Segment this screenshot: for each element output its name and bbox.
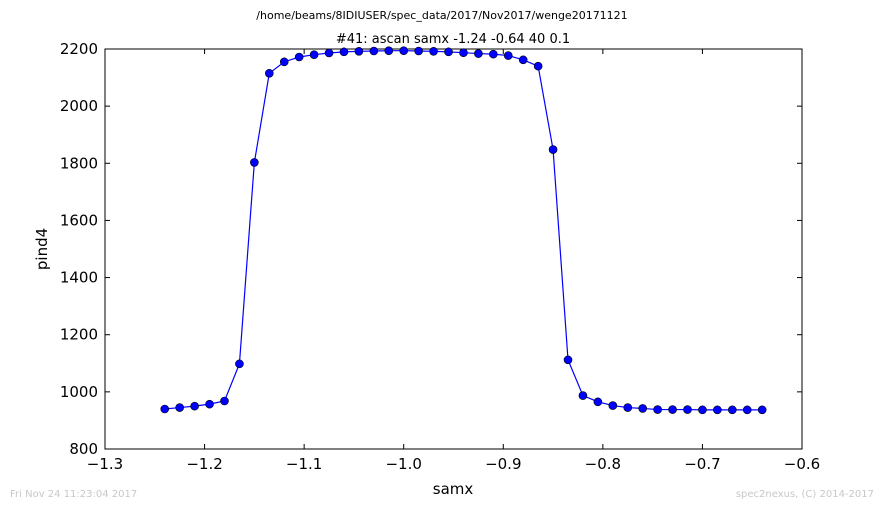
data-point <box>294 52 304 62</box>
data-point <box>190 401 199 411</box>
data-point <box>727 405 737 415</box>
y-tick-label: 1000 <box>60 383 98 401</box>
data-point <box>638 404 647 413</box>
chart-title: #41: ascan samx -1.24 -0.64 40 0.1 <box>336 32 570 47</box>
data-point <box>175 403 184 412</box>
y-tick-label: 1400 <box>60 269 98 287</box>
data-point <box>489 49 498 59</box>
data-point <box>160 404 170 414</box>
data-point <box>578 391 588 400</box>
data-point <box>698 405 707 415</box>
x-axis-label: samx <box>433 480 474 498</box>
y-tick-label: 2000 <box>60 97 98 115</box>
x-tick-label: −1.0 <box>385 455 421 473</box>
x-tick-label: −1.3 <box>87 455 123 473</box>
x-axis: −1.3 −1.2 −1.1 −1.0 −0.9 −0.8 −0.7 −0.6 <box>87 49 820 473</box>
y-tick-label: 800 <box>69 440 98 458</box>
data-point <box>444 47 453 57</box>
data-points <box>160 46 767 415</box>
y-tick-label: 1200 <box>60 326 98 344</box>
data-point <box>503 51 513 60</box>
data-point <box>593 397 603 407</box>
data-point <box>623 403 633 412</box>
data-point <box>250 158 259 167</box>
data-point <box>414 46 423 56</box>
x-tick-label: −1.1 <box>286 455 322 473</box>
data-point <box>608 401 618 410</box>
credit: spec2nexus, (C) 2014-2017 <box>735 489 874 500</box>
x-tick-label: −1.2 <box>186 455 222 473</box>
data-point <box>324 48 334 58</box>
data-point <box>459 48 468 58</box>
data-point <box>264 68 274 78</box>
data-point <box>220 396 229 406</box>
y-tick-label: 2200 <box>60 40 98 58</box>
timestamp: Fri Nov 24 11:23:04 2017 <box>10 489 138 500</box>
data-point <box>369 46 379 56</box>
data-point <box>429 46 438 56</box>
data-point <box>279 57 289 67</box>
file-path-title: /home/beams/8IDIUSER/spec_data/2017/Nov2… <box>256 9 628 22</box>
plot-area <box>104 48 803 450</box>
y-axis-label: pind4 <box>33 228 51 270</box>
data-point <box>742 405 752 415</box>
x-tick-label: −0.6 <box>784 455 820 473</box>
data-point <box>309 50 319 60</box>
y-tick-label: 1800 <box>60 154 98 172</box>
series-line <box>164 50 763 411</box>
data-point <box>205 399 214 409</box>
data-point <box>235 359 244 369</box>
data-point <box>757 405 767 415</box>
data-point <box>683 405 692 414</box>
data-point <box>354 46 364 56</box>
y-tick-label: 1600 <box>60 211 98 229</box>
data-point <box>399 46 409 56</box>
x-tick-label: −0.8 <box>585 455 621 473</box>
y-axis: 800 1000 1200 1400 1600 1800 2000 2200 <box>60 40 802 458</box>
x-tick-label: −0.9 <box>485 455 521 473</box>
data-point <box>339 47 349 57</box>
data-point <box>563 355 573 365</box>
data-point <box>653 405 662 414</box>
data-point <box>518 55 528 65</box>
data-point <box>384 46 394 56</box>
x-tick-label: −0.7 <box>684 455 720 473</box>
data-point <box>548 145 558 154</box>
data-point <box>474 49 483 58</box>
data-point <box>668 405 677 414</box>
data-point <box>533 61 543 71</box>
data-point <box>713 405 722 415</box>
